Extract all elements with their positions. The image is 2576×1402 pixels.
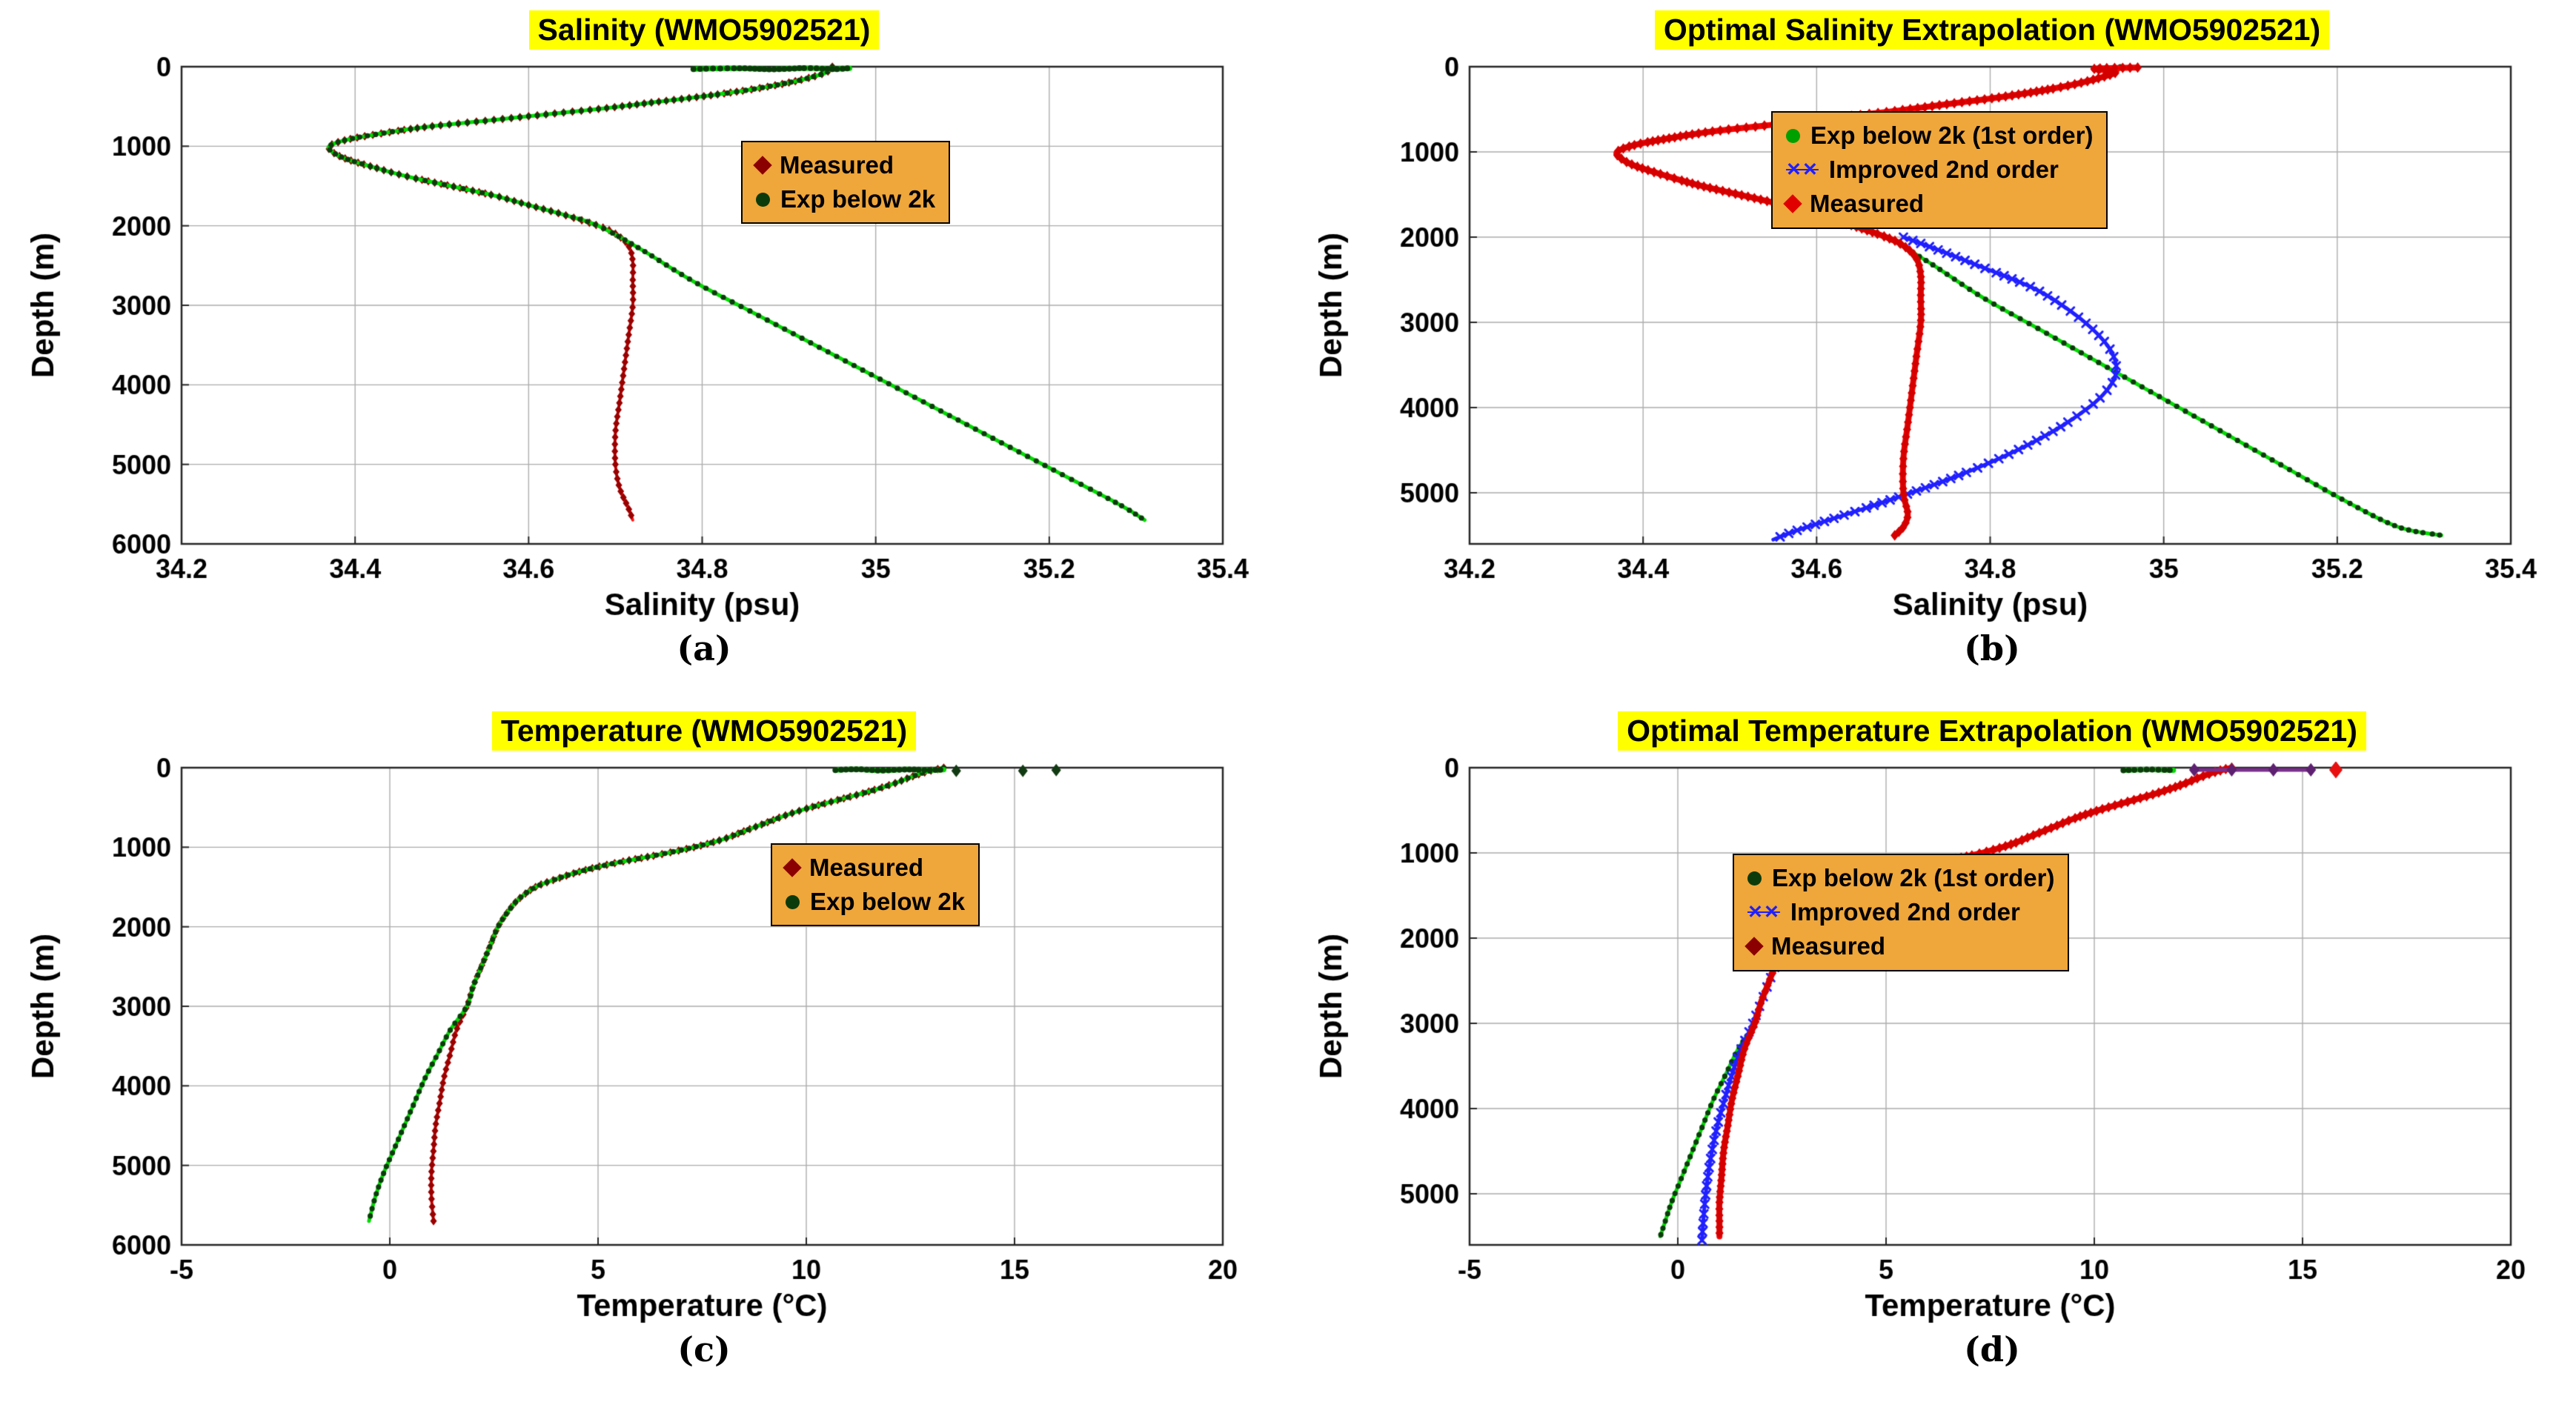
legend-a: Measured Exp below 2k xyxy=(741,141,951,225)
circle-marker-icon xyxy=(786,894,800,909)
legend-item: Measured xyxy=(753,148,935,182)
diamond-marker-icon xyxy=(753,156,772,175)
circle-marker-icon xyxy=(756,192,770,207)
legend-label: Improved 2nd order xyxy=(1828,156,2059,184)
legend-label: Measured xyxy=(809,854,924,881)
legend-d: Exp below 2k (1st order) ✕✕ Improved 2nd o… xyxy=(1733,854,2070,971)
panel-b-salinity-extrapolation: Optimal Salinity Extrapolation (WMO59025… xyxy=(1288,0,2576,701)
legend-label: Measured xyxy=(1810,190,1925,218)
legend-label: Improved 2nd order xyxy=(1790,898,2020,926)
legend-item: Exp below 2k (1st order) xyxy=(1786,119,2093,153)
legend-item: Measured xyxy=(1783,187,2093,221)
legend-item: Exp below 2k xyxy=(756,182,935,216)
legend-item: Exp below 2k xyxy=(786,885,965,919)
diamond-marker-icon xyxy=(783,858,802,877)
legend-item: ✕✕ Improved 2nd order xyxy=(1786,153,2093,187)
xline-marker-icon: ✕✕ xyxy=(1786,159,1819,180)
chart-title-d: Optimal Temperature Extrapolation (WMO59… xyxy=(1618,711,2366,751)
diamond-marker-icon xyxy=(1783,194,1802,214)
circle-marker-icon xyxy=(1747,871,1762,886)
title-row-d: Optimal Temperature Extrapolation (WMO59… xyxy=(1470,711,2514,756)
chart-title-a: Salinity (WMO5902521) xyxy=(528,10,880,50)
legend-b: Exp below 2k (1st order) ✕✕ Improved 2nd o… xyxy=(1771,111,2108,229)
title-row-a: Salinity (WMO5902521) xyxy=(182,10,1226,55)
title-row-c: Temperature (WMO5902521) xyxy=(182,711,1226,756)
caption-a: (a) xyxy=(677,628,731,668)
temperature-profile-chart xyxy=(15,756,1267,1326)
legend-label: Measured xyxy=(780,151,894,179)
caption-c: (c) xyxy=(677,1329,731,1369)
panel-d-temperature-extrapolation: Optimal Temperature Extrapolation (WMO59… xyxy=(1288,701,2576,1402)
chart-title-b: Optimal Salinity Extrapolation (WMO59025… xyxy=(1654,10,2330,50)
diamond-marker-icon xyxy=(1745,937,1764,957)
legend-item: Measured xyxy=(1745,929,2054,963)
panel-a-salinity: Salinity (WMO5902521) Measured Exp below … xyxy=(0,0,1288,701)
xline-marker-icon: ✕✕ xyxy=(1747,901,1780,923)
legend-item: ✕✕ Improved 2nd order xyxy=(1747,895,2054,929)
legend-item: Exp below 2k (1st order) xyxy=(1747,861,2054,895)
circle-marker-icon xyxy=(1786,128,1800,143)
legend-label: Exp below 2k xyxy=(780,185,936,213)
legend-label: Exp below 2k (1st order) xyxy=(1810,122,2094,149)
legend-label: Exp below 2k xyxy=(810,888,966,916)
legend-label: Exp below 2k (1st order) xyxy=(1772,864,2055,891)
chart-title-c: Temperature (WMO5902521) xyxy=(491,711,917,751)
caption-b: (b) xyxy=(1964,628,2020,668)
salinity-profile-chart xyxy=(15,55,1267,625)
temperature-extrapolation-chart xyxy=(1303,756,2555,1326)
legend-c: Measured Exp below 2k xyxy=(771,843,980,927)
title-row-b: Optimal Salinity Extrapolation (WMO59025… xyxy=(1470,10,2514,55)
caption-d: (d) xyxy=(1964,1329,2020,1369)
panel-c-temperature: Temperature (WMO5902521) Measured Exp bel… xyxy=(0,701,1288,1402)
legend-label: Measured xyxy=(1771,932,1886,960)
legend-item: Measured xyxy=(783,851,965,885)
